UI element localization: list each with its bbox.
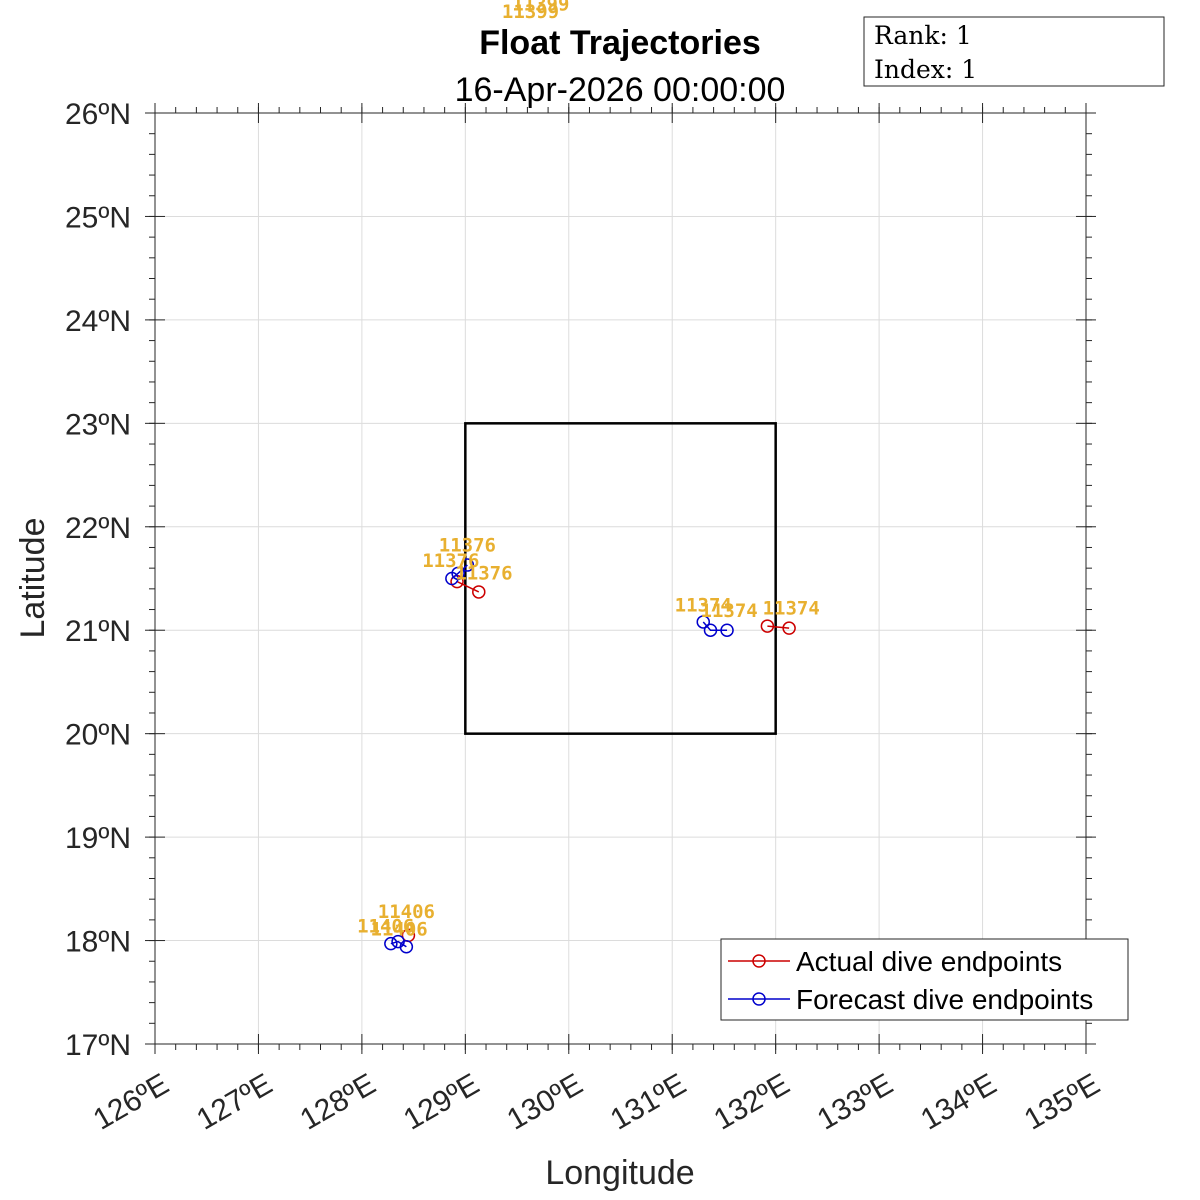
float-label: 11399: [512, 0, 569, 16]
float-label: 11374: [701, 600, 758, 622]
actual-endpoint-marker: [472, 585, 486, 599]
legend-box: [720, 938, 1129, 1021]
y-tick-label: 26ºN: [65, 98, 131, 131]
float-label: 11376: [439, 535, 496, 557]
float-label: 11399: [502, 1, 559, 23]
tracks: [384, 558, 796, 954]
x-tick-label: 133ºE: [812, 1067, 899, 1136]
y-tick-label: 25ºN: [65, 201, 131, 234]
ticks: [145, 103, 1096, 1054]
legend-actual-label: Actual dive endpoints: [796, 946, 1062, 977]
x-tick-label: 134ºE: [915, 1067, 1002, 1136]
float-label: 11374: [763, 598, 820, 620]
x-tick-label: 126ºE: [88, 1067, 175, 1136]
forecast-endpoint-marker: [399, 940, 414, 954]
forecast-endpoint-marker: [703, 623, 718, 637]
y-tick-label: 19ºN: [65, 822, 131, 855]
chart-title: Float Trajectories: [479, 24, 761, 62]
forecast-endpoint-marker: [460, 558, 475, 572]
float-label: 11376: [422, 550, 479, 572]
y-tick-label: 20ºN: [65, 719, 131, 752]
y-tick-label: 21ºN: [65, 615, 131, 648]
x-tick-label: 130ºE: [502, 1067, 589, 1136]
x-tick-label: 128ºE: [295, 1067, 382, 1136]
forecast-endpoint-marker: [451, 566, 465, 581]
info-box: Rank: 1 Index: 1: [863, 16, 1165, 87]
x-tick-label: 129ºE: [398, 1067, 485, 1136]
forecast-endpoint-marker: [720, 623, 734, 637]
legend-forecast-label: Forecast dive endpoints: [796, 984, 1093, 1015]
info-index: Index: 1: [874, 55, 977, 84]
axes-frame: [154, 112, 1087, 1045]
y-tick-label: 24ºN: [65, 305, 131, 338]
y-tick-label: 17ºN: [65, 1029, 131, 1062]
float-label: 11406: [357, 915, 414, 937]
x-tick-label: 127ºE: [191, 1067, 278, 1136]
info-rank: Rank: 1: [874, 21, 972, 50]
y-axis-label: Latitude: [14, 518, 52, 639]
y-tick-label: 22ºN: [65, 512, 131, 545]
forecast-endpoint-marker: [696, 615, 711, 629]
actual-endpoint-marker: [782, 621, 796, 635]
float-label: 11376: [455, 563, 512, 585]
grid: [154, 112, 1087, 1045]
x-tick-label: 132ºE: [708, 1067, 795, 1136]
actual-endpoint-marker: [760, 619, 775, 633]
float-label: 11406: [378, 901, 435, 923]
x-axis-label: Longitude: [545, 1154, 694, 1192]
y-tick-label: 18ºN: [65, 926, 131, 959]
x-tick-label: 135ºE: [1019, 1067, 1106, 1136]
legend-actual-marker: [752, 954, 766, 968]
x-tick-label: 131ºE: [605, 1067, 692, 1136]
float-label: 11374: [675, 595, 732, 617]
region-box-layer: [464, 422, 777, 735]
legend-forecast-marker: [752, 992, 766, 1006]
float-label: 11406: [371, 918, 428, 940]
actual-track-11374: [767, 625, 790, 629]
region-box: [464, 422, 777, 735]
info-box-frame: [863, 16, 1165, 87]
forecast-endpoint-marker: [384, 936, 398, 951]
actual-track-11376: [456, 580, 480, 593]
y-tick-label: 23ºN: [65, 408, 131, 441]
chart-subtitle: 16-Apr-2026 00:00:00: [455, 71, 786, 109]
legend: Actual dive endpoints Forecast dive endp…: [720, 938, 1129, 1021]
